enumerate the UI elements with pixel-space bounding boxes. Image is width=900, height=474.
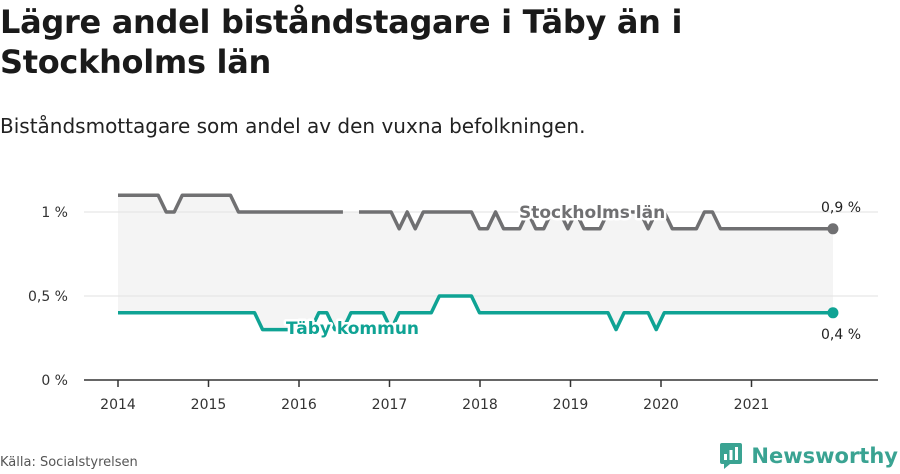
series-label-stockholms-lan: Stockholms län [519, 203, 665, 223]
x-tick-label: 2021 [734, 397, 770, 413]
brand-name: Newsworthy [751, 444, 898, 468]
chart-subtitle: Biståndsmottagare som andel av den vuxna… [0, 114, 586, 138]
series-label-taby-kommun: Täby kommun [286, 319, 419, 339]
source-note: Källa: Socialstyrelsen [0, 455, 138, 470]
x-tick-label: 2018 [462, 397, 498, 413]
x-tick-label: 2019 [553, 397, 589, 413]
series-line-taby-kommun [118, 294, 833, 332]
newsworthy-logo-icon [720, 443, 743, 469]
x-tick-label: 2014 [100, 397, 136, 413]
y-tick-label: 0 % [41, 373, 68, 389]
series-line-stockholms-lan [118, 193, 833, 231]
series-line-taby-kommun-end-dot [827, 307, 839, 319]
x-tick-label: 2020 [643, 397, 679, 413]
end-label-stockholms-lan: 0,9 % [821, 200, 861, 216]
range-band [118, 195, 833, 330]
x-tick-label: 2017 [372, 397, 408, 413]
x-tick-label: 2016 [281, 397, 317, 413]
page-title: Lägre andel biståndstagare i Täby än i S… [0, 3, 683, 81]
y-tick-label: 1 % [41, 205, 68, 221]
series-line-stockholms-lan-end-dot [827, 223, 839, 235]
series-label-taby-kommun-halo: Täby kommun [286, 319, 419, 339]
brand[interactable]: Newsworthy [719, 440, 898, 472]
y-tick-label: 0,5 % [28, 289, 68, 305]
series-label-stockholms-lan-halo: Stockholms län [519, 203, 665, 223]
end-label-taby-kommun: 0,4 % [821, 327, 861, 343]
x-tick-label: 2015 [191, 397, 227, 413]
